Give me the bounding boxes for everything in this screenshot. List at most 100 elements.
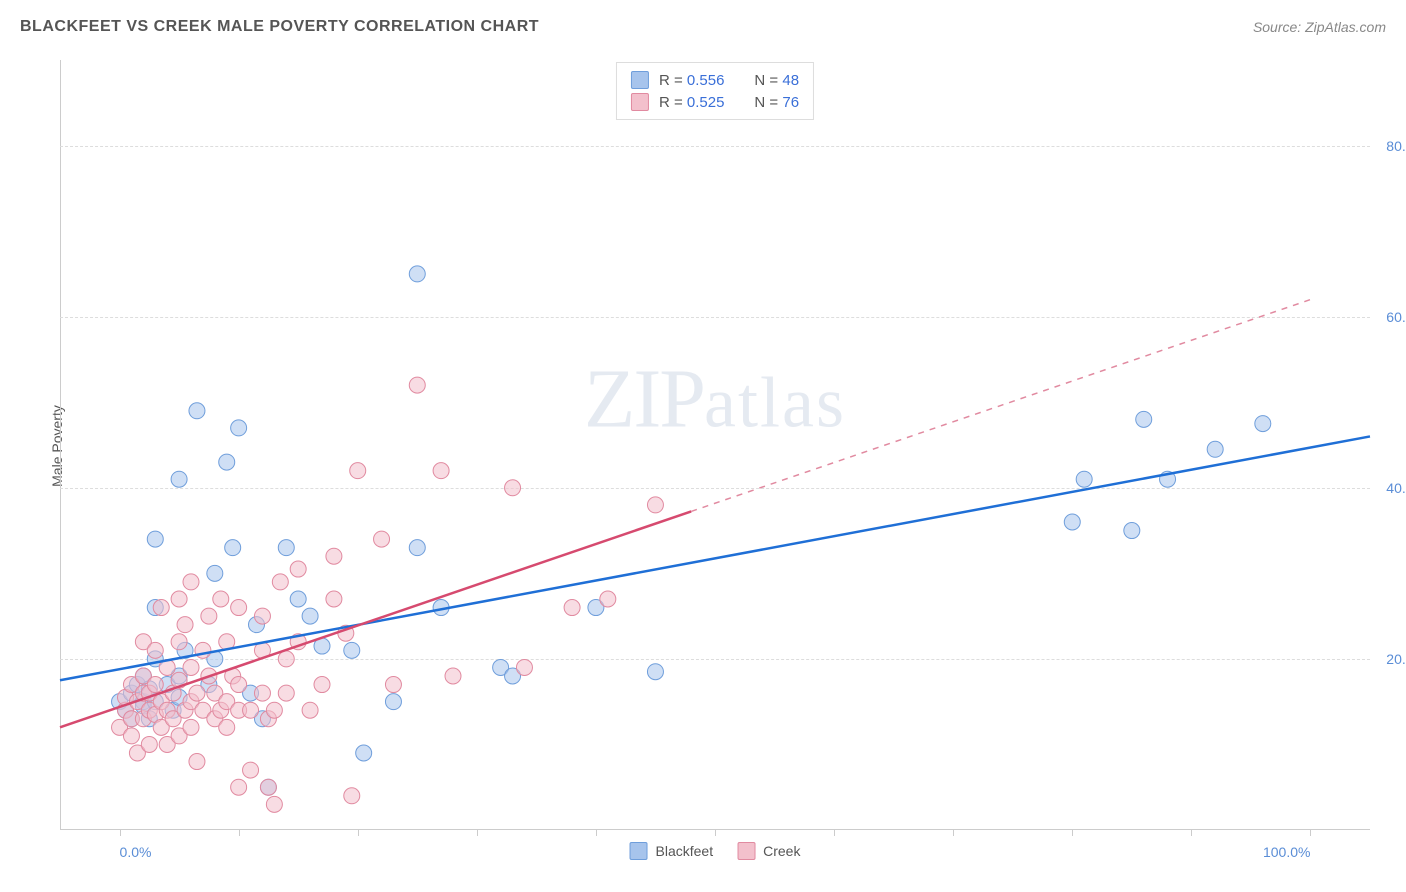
data-point: [147, 531, 163, 547]
data-point: [183, 574, 199, 590]
legend-label: Blackfeet: [656, 843, 714, 859]
data-point: [278, 651, 294, 667]
stat-n-value: 76: [782, 94, 799, 111]
data-point: [254, 685, 270, 701]
data-point: [189, 754, 205, 770]
legend-swatch: [631, 71, 649, 89]
data-point: [254, 608, 270, 624]
data-point: [1124, 523, 1140, 539]
data-point: [409, 540, 425, 556]
data-point: [1255, 416, 1271, 432]
legend-item: Creek: [737, 842, 800, 860]
data-point: [171, 591, 187, 607]
data-point: [326, 548, 342, 564]
data-point: [1064, 514, 1080, 530]
data-point: [189, 403, 205, 419]
source-label: Source: ZipAtlas.com: [1253, 19, 1386, 35]
data-point: [231, 677, 247, 693]
data-point: [243, 702, 259, 718]
data-point: [385, 694, 401, 710]
data-point: [302, 608, 318, 624]
y-tick-label: 20.0%: [1386, 651, 1406, 667]
data-point: [213, 591, 229, 607]
x-tick: [1072, 830, 1073, 836]
data-point: [326, 591, 342, 607]
chart-area: 20.0%40.0%60.0%80.0% 0.0%100.0% ZIPatlas…: [60, 60, 1370, 830]
legend-swatch: [631, 93, 649, 111]
x-tick: [1310, 830, 1311, 836]
stat-r-label: R = 0.525: [659, 94, 724, 111]
data-point: [243, 762, 259, 778]
data-point: [290, 561, 306, 577]
data-point: [1076, 471, 1092, 487]
stat-n-label: N = 76: [754, 94, 799, 111]
x-tick-label: 0.0%: [120, 844, 152, 860]
data-point: [266, 796, 282, 812]
stats-legend: R = 0.556 N = 48 R = 0.525 N = 76: [616, 62, 814, 120]
data-point: [177, 617, 193, 633]
data-point: [344, 788, 360, 804]
data-point: [153, 600, 169, 616]
data-point: [647, 497, 663, 513]
data-point: [272, 574, 288, 590]
x-tick: [834, 830, 835, 836]
data-point: [647, 664, 663, 680]
data-point: [231, 420, 247, 436]
legend-item: Blackfeet: [630, 842, 714, 860]
data-point: [290, 591, 306, 607]
data-point: [600, 591, 616, 607]
data-point: [189, 685, 205, 701]
x-tick: [715, 830, 716, 836]
data-point: [278, 685, 294, 701]
x-tick: [596, 830, 597, 836]
data-point: [219, 719, 235, 735]
data-point: [409, 266, 425, 282]
data-point: [201, 608, 217, 624]
data-point: [302, 702, 318, 718]
series-legend: Blackfeet Creek: [630, 842, 801, 860]
x-tick-label: 100.0%: [1263, 844, 1310, 860]
data-point: [123, 728, 139, 744]
chart-title: BLACKFEET VS CREEK MALE POVERTY CORRELAT…: [20, 18, 539, 36]
stats-row: R = 0.525 N = 76: [631, 91, 799, 113]
data-point: [374, 531, 390, 547]
data-point: [385, 677, 401, 693]
data-point: [564, 600, 580, 616]
y-tick-label: 60.0%: [1386, 309, 1406, 325]
data-point: [314, 677, 330, 693]
stat-r-value: 0.556: [687, 72, 725, 89]
data-point: [183, 719, 199, 735]
data-point: [356, 745, 372, 761]
y-tick-label: 80.0%: [1386, 138, 1406, 154]
data-point: [516, 659, 532, 675]
data-point: [505, 480, 521, 496]
x-tick: [239, 830, 240, 836]
data-point: [231, 600, 247, 616]
data-point: [433, 463, 449, 479]
data-point: [260, 779, 276, 795]
stat-n-label: N = 48: [754, 72, 799, 89]
data-point: [409, 377, 425, 393]
data-point: [171, 471, 187, 487]
stat-r-value: 0.525: [687, 94, 725, 111]
legend-swatch: [737, 842, 755, 860]
data-point: [1136, 411, 1152, 427]
data-point: [225, 540, 241, 556]
data-point: [1207, 441, 1223, 457]
x-tick: [358, 830, 359, 836]
data-point: [147, 642, 163, 658]
data-point: [266, 702, 282, 718]
legend-swatch: [630, 842, 648, 860]
trend-line-extrapolated: [691, 300, 1310, 512]
y-tick-label: 40.0%: [1386, 480, 1406, 496]
x-tick: [477, 830, 478, 836]
data-point: [171, 634, 187, 650]
data-point: [278, 540, 294, 556]
x-tick: [953, 830, 954, 836]
data-point: [344, 642, 360, 658]
data-point: [141, 736, 157, 752]
stat-r-label: R = 0.556: [659, 72, 724, 89]
data-point: [147, 677, 163, 693]
stats-row: R = 0.556 N = 48: [631, 69, 799, 91]
trend-line: [60, 436, 1370, 680]
